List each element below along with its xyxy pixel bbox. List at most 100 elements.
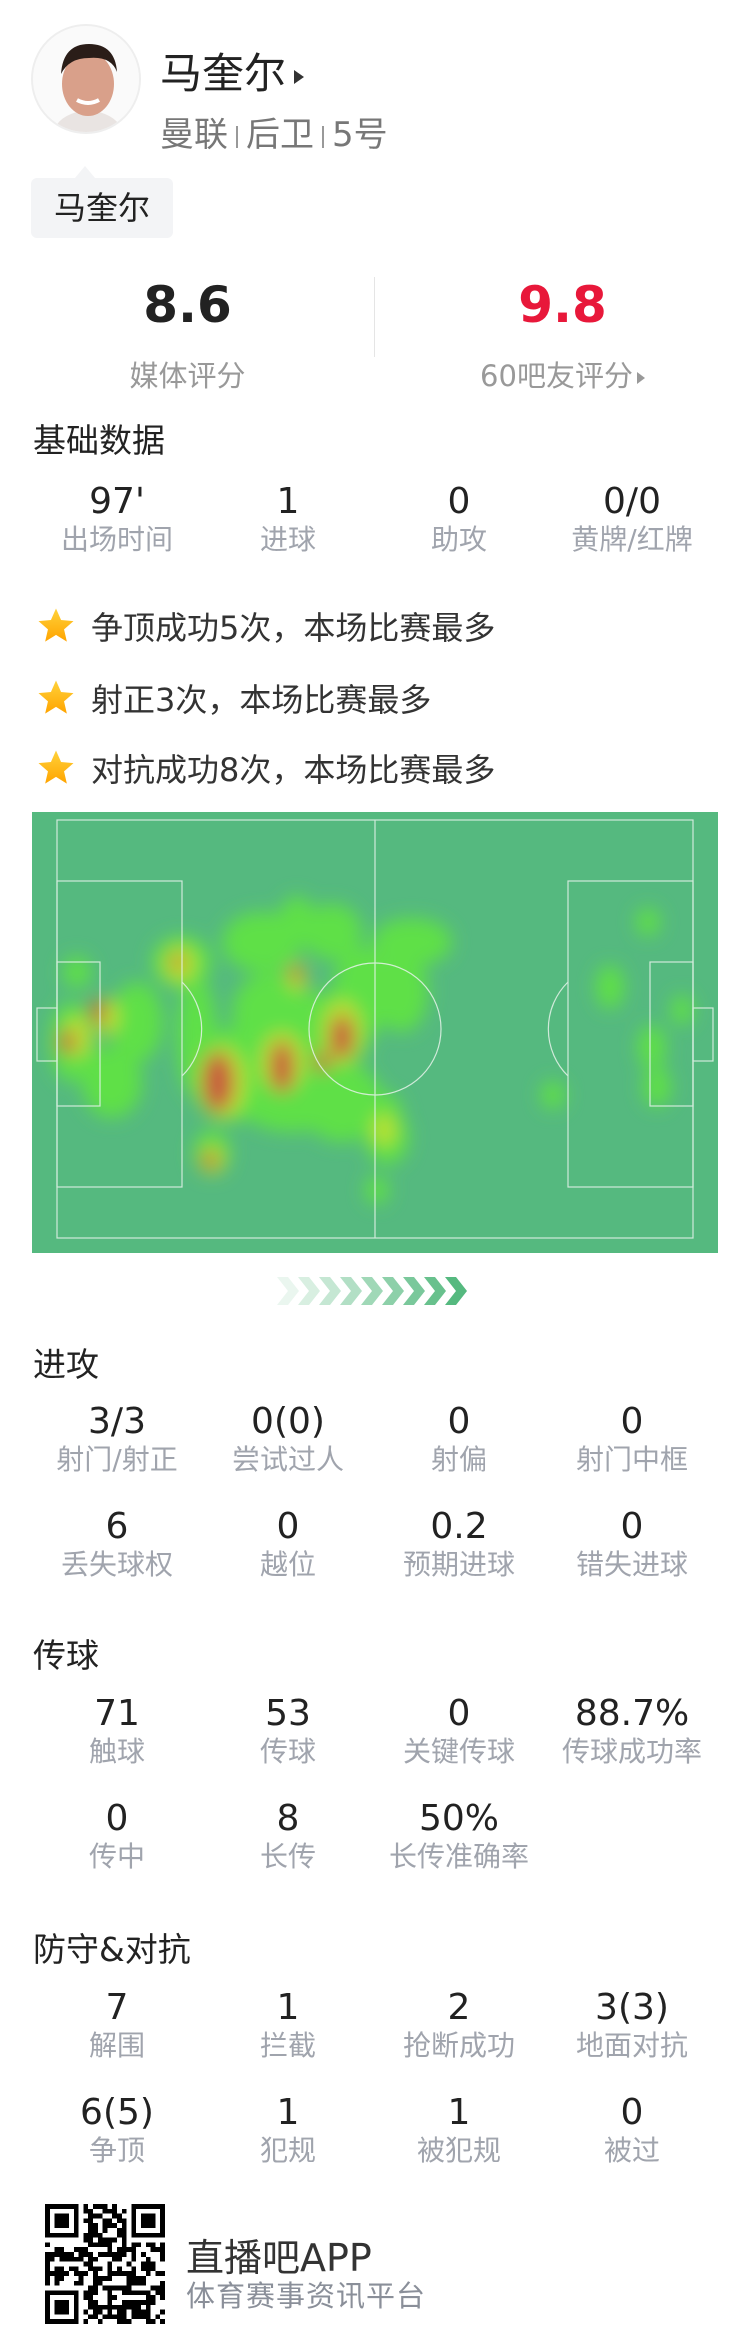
player-avatar[interactable] (31, 24, 141, 134)
heat-blob (232, 972, 312, 1052)
chevron-icon (361, 1277, 383, 1305)
stat-item: 0 被过 (546, 2092, 718, 2168)
player-name: 马奎尔 (160, 49, 287, 98)
heat-blob (643, 1067, 671, 1107)
stat-value: 0 (447, 481, 471, 522)
stat-value: 0 (447, 1693, 471, 1734)
heat-blob (365, 1176, 389, 1204)
stat-value: 88.7% (574, 1693, 690, 1734)
pitch-lines (36, 819, 714, 1239)
stat-label: 传球成功率 (561, 1735, 702, 1768)
section-title-defense: 防守&对抗 (33, 1930, 191, 1969)
stat-item: 6 丢失球权 (31, 1506, 203, 1582)
separator (236, 125, 238, 148)
stat-item: 3(3) 地面对抗 (546, 1987, 718, 2063)
stat-item: 1 拦截 (202, 1987, 374, 2063)
heatmap-pitch (32, 812, 718, 1253)
media-rating: 8.6 媒体评分 (0, 275, 375, 395)
stat-value: 1 (447, 2092, 471, 2133)
heat-blob (372, 1114, 396, 1146)
stat-label: 越位 (259, 1548, 316, 1581)
highlight-item: 争顶成功5次，本场比赛最多 (35, 603, 495, 649)
stat-item: 8 长传 (202, 1798, 374, 1874)
stat-label: 抢断成功 (402, 2029, 515, 2062)
heat-blob (638, 1025, 666, 1069)
stat-value: 1 (276, 481, 300, 522)
star-icon (38, 608, 74, 642)
stat-item: 6(5) 争顶 (31, 2092, 203, 2168)
section-title-passing: 传球 (33, 1636, 99, 1675)
stat-value: 0 (620, 1506, 644, 1547)
stat-item: 0 助攻 (373, 481, 545, 557)
position: 后卫 (246, 115, 314, 155)
stat-value: 2 (447, 1987, 471, 2028)
stat-item: 0(0) 尝试过人 (202, 1401, 374, 1477)
heat-blob (290, 966, 302, 982)
stat-item: 0.2 预期进球 (373, 1506, 545, 1582)
heat-blob (270, 1041, 294, 1093)
heat-blob (671, 995, 693, 1025)
stat-value: 0 (620, 1401, 644, 1442)
heat-blob (82, 1046, 142, 1118)
stat-item: 7 解围 (31, 1987, 203, 2063)
heat-blob (376, 952, 428, 1032)
stat-item: 2 抢断成功 (373, 1987, 545, 2063)
highlight-text: 对抗成功8次，本场比赛最多 (91, 751, 496, 789)
stat-value: 0 (447, 1401, 471, 1442)
stat-label: 传中 (88, 1840, 145, 1873)
stat-label: 错失进球 (575, 1548, 688, 1581)
chevron-icon (403, 1277, 425, 1305)
chevron-icon (445, 1277, 467, 1305)
heat-blob (90, 1000, 106, 1024)
highlight-item: 对抗成功8次，本场比赛最多 (35, 745, 495, 791)
stat-label: 丢失球权 (60, 1548, 173, 1581)
heat-blob (203, 1151, 217, 1169)
chevron-icon (319, 1277, 341, 1305)
heat-blob (302, 1062, 382, 1142)
stat-value: 3(3) (595, 1987, 669, 2028)
media-rating-label: 媒体评分 (129, 359, 246, 393)
stat-value: 50% (418, 1798, 499, 1839)
stat-value: 1 (276, 2092, 300, 2133)
media-rating-value: 8.6 (143, 276, 232, 334)
stat-label: 出场时间 (60, 523, 173, 556)
stat-label: 争顶 (88, 2134, 145, 2167)
stat-value: 53 (265, 1693, 311, 1734)
stat-label: 射偏 (430, 1443, 487, 1476)
stat-label: 传球 (259, 1735, 316, 1768)
stat-label: 预期进球 (402, 1548, 515, 1581)
qr-code-icon (45, 2204, 165, 2324)
chevron-icon (298, 1277, 320, 1305)
stat-item: 0 越位 (202, 1506, 374, 1582)
number: 5号 (332, 115, 388, 155)
stat-label: 地面对抗 (575, 2029, 688, 2062)
stat-label: 长传 (259, 1840, 316, 1873)
heat-blob (59, 1030, 75, 1054)
stat-item: 53 传球 (202, 1693, 374, 1769)
scroll-arrows-icon (277, 1277, 467, 1305)
stat-item: 0/0 黄牌/红牌 (546, 481, 718, 557)
heat-blob (314, 1052, 330, 1072)
arrow-right-icon (294, 69, 305, 84)
stat-label: 黄牌/红牌 (571, 523, 693, 556)
player-name-link[interactable]: 马奎尔 (160, 40, 305, 101)
team: 曼联 (160, 115, 228, 155)
fan-rating[interactable]: 9.8 60吧友评分 (375, 275, 750, 395)
stat-value: 0 (105, 1798, 129, 1839)
stat-item: 97' 出场时间 (31, 481, 203, 557)
stat-label: 关键传球 (402, 1735, 515, 1768)
stat-label: 助攻 (430, 523, 487, 556)
stat-label: 射门/射正 (56, 1443, 178, 1476)
stat-label: 尝试过人 (231, 1443, 344, 1476)
fan-rating-link[interactable]: 60吧友评分 (375, 353, 750, 395)
stat-label: 进球 (259, 523, 316, 556)
stat-value: 0(0) (251, 1401, 325, 1442)
stat-item: 0 关键传球 (373, 1693, 545, 1769)
stat-label: 被犯规 (416, 2134, 501, 2167)
heat-blob (111, 982, 163, 1062)
heat-blob (372, 918, 452, 966)
heat-blob (63, 956, 91, 988)
stat-value: 0 (620, 2092, 644, 2133)
stat-label: 犯规 (259, 2134, 316, 2167)
separator (322, 125, 324, 148)
